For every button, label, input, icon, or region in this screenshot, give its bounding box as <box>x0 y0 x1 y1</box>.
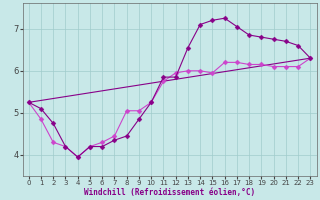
X-axis label: Windchill (Refroidissement éolien,°C): Windchill (Refroidissement éolien,°C) <box>84 188 255 197</box>
